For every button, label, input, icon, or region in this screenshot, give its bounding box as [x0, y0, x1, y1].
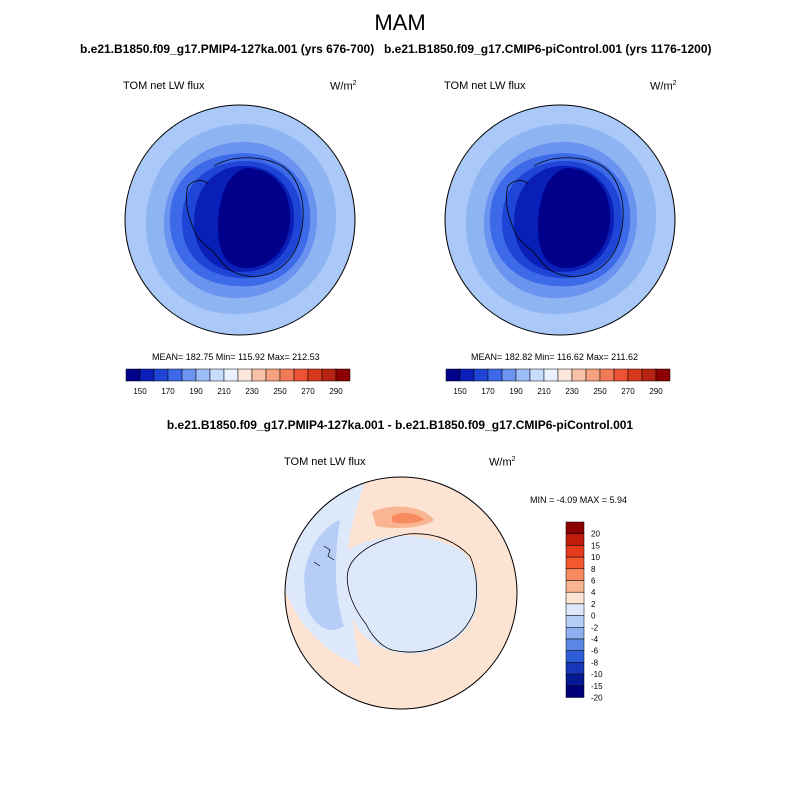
panel2-colorbar-swatch: [543, 368, 559, 382]
diff-colorbar-tick-label: -20: [591, 694, 603, 703]
diff-colorbar-tick-label: 6: [591, 577, 596, 586]
panel2-colorbar-swatch: [473, 368, 489, 382]
diff-colorbar-swatch: [565, 545, 585, 558]
panel2-colorbar-swatch: [459, 368, 475, 382]
panel2-colorbar-tick-label: 150: [453, 387, 467, 396]
diff-colorbar-swatch: [565, 638, 585, 651]
diff-colorbar-swatch: [565, 603, 585, 616]
panel1-colorbar-tick-label: 210: [217, 387, 231, 396]
panel1-colorbar: 150 170 190 210 230 250 270 290: [125, 368, 351, 396]
panel2-case-title: b.e21.B1850.f09_g17.CMIP6-piControl.001 …: [384, 42, 712, 56]
panel1-units-label: W/m2: [330, 80, 357, 93]
panel1-colorbar-tick-label: 290: [329, 387, 343, 396]
diff-variable-label: TOM net LW flux: [284, 456, 366, 468]
panel2-colorbar-swatch: [445, 368, 461, 382]
panel2-colorbar-swatch: [585, 368, 601, 382]
diff-colorbar-tick-label: 2: [591, 600, 596, 609]
panel2-colorbar-swatch: [627, 368, 643, 382]
diff-colorbar-tick-label: 20: [591, 530, 600, 539]
panel1-colorbar-swatch: [139, 368, 155, 382]
panel1-colorbar-tick-label: 270: [301, 387, 315, 396]
diff-title: b.e21.B1850.f09_g17.PMIP4-127ka.001 - b.…: [166, 418, 634, 432]
panel1-colorbar-swatch: [125, 368, 141, 382]
panel2-colorbar-swatch: [613, 368, 629, 382]
panel2-colorbar-tick-label: 250: [593, 387, 607, 396]
panel2-colorbar-swatch: [529, 368, 545, 382]
panel1-colorbar-swatch: [251, 368, 267, 382]
diff-colorbar-swatch: [565, 615, 585, 628]
panel2-colorbar-tick-label: 210: [537, 387, 551, 396]
panel2-stats: MEAN= 182.82 Min= 116.62 Max= 211.62: [471, 352, 639, 362]
panel1-colorbar-swatch: [265, 368, 281, 382]
diff-colorbar-tick-label: 15: [591, 541, 600, 550]
diff-polar-map: [284, 476, 518, 710]
diff-colorbar-swatch: [565, 627, 585, 640]
diff-colorbar-swatch: [565, 521, 585, 534]
diff-colorbar-swatch: [565, 533, 585, 546]
panel2-colorbar-swatch: [501, 368, 517, 382]
diff-colorbar-swatch: [565, 591, 585, 605]
panel2-colorbar-swatch: [599, 368, 615, 382]
diff-colorbar-swatch: [565, 580, 585, 593]
panel1-colorbar-swatch: [279, 368, 295, 382]
panel2-colorbar-tick-label: 290: [649, 387, 663, 396]
panel2-colorbar-swatch: [655, 368, 671, 382]
panel2-polar-map: [444, 104, 676, 336]
panel2-colorbar-tick-label: 170: [481, 387, 495, 396]
panel1-variable-label: TOM net LW flux: [123, 80, 205, 92]
panel1-colorbar-swatch: [209, 368, 225, 382]
diff-colorbar-swatch: [565, 685, 585, 698]
season-title: MAM: [374, 10, 426, 35]
panel1-colorbar-swatch: [293, 368, 309, 382]
panel1-colorbar-tick-label: 230: [245, 387, 259, 396]
panel1-colorbar-swatch: [181, 368, 197, 382]
diff-colorbar-swatch: [565, 556, 585, 570]
panel1-colorbar-swatch: [153, 368, 169, 382]
panel1-colorbar-swatch: [321, 368, 337, 382]
diff-colorbar-tick-label: -8: [591, 658, 599, 667]
panel1-colorbar-tick-label: 150: [133, 387, 147, 396]
diff-colorbar-tick-label: 4: [591, 588, 596, 597]
diff-colorbar-swatch: [565, 662, 585, 675]
panel2-colorbar-swatch: [515, 368, 531, 382]
diff-colorbar-tick-label: -6: [591, 647, 599, 656]
panel2-colorbar: 150 170 190 210 230 250 270 290: [445, 368, 671, 396]
panel1-colorbar-swatch: [223, 368, 239, 382]
panel1-colorbar-swatch: [307, 368, 323, 382]
panel2-variable-label: TOM net LW flux: [444, 80, 526, 92]
panel2-colorbar-swatch: [571, 368, 587, 382]
panel1-stats: MEAN= 182.75 Min= 115.92 Max= 212.53: [152, 352, 320, 362]
diff-colorbar-tick-label: 0: [591, 612, 596, 621]
diff-colorbar-tick-label: 8: [591, 565, 596, 574]
diff-colorbar-swatch: [565, 673, 585, 687]
diff-colorbar-tick-label: -10: [591, 670, 603, 679]
panel1-colorbar-tick-label: 190: [189, 387, 203, 396]
panel2-colorbar-tick-label: 270: [621, 387, 635, 396]
panel2-colorbar-tick-label: 230: [565, 387, 579, 396]
panel2-colorbar-swatch: [641, 368, 657, 382]
panel1-colorbar-swatch: [237, 368, 253, 382]
panel2-colorbar-tick-label: 190: [509, 387, 523, 396]
panel1-colorbar-tick-label: 250: [273, 387, 287, 396]
panel1-colorbar-swatch: [167, 368, 183, 382]
panel2-units-label: W/m2: [650, 80, 677, 93]
panel1-colorbar-tick-label: 170: [161, 387, 175, 396]
diff-colorbar-tick-label: -4: [591, 635, 599, 644]
diff-colorbar-swatch: [565, 650, 585, 663]
diff-colorbar-swatch: [565, 568, 585, 581]
panel1-polar-map: [124, 104, 356, 336]
diff-colorbar-tick-label: -15: [591, 682, 603, 691]
panel2-colorbar-swatch: [557, 368, 573, 382]
panel1-colorbar-swatch: [195, 368, 211, 382]
diff-colorbar-tick-label: 10: [591, 553, 600, 562]
diff-stats: MIN = -4.09 MAX = 5.94: [530, 495, 628, 505]
panel1-case-title: b.e21.B1850.f09_g17.PMIP4-127ka.001 (yrs…: [80, 42, 375, 56]
panel2-colorbar-swatch: [487, 368, 503, 382]
diff-colorbar-tick-label: -2: [591, 623, 599, 632]
panel1-colorbar-swatch: [335, 368, 351, 382]
diff-units-label: W/m2: [489, 456, 516, 469]
